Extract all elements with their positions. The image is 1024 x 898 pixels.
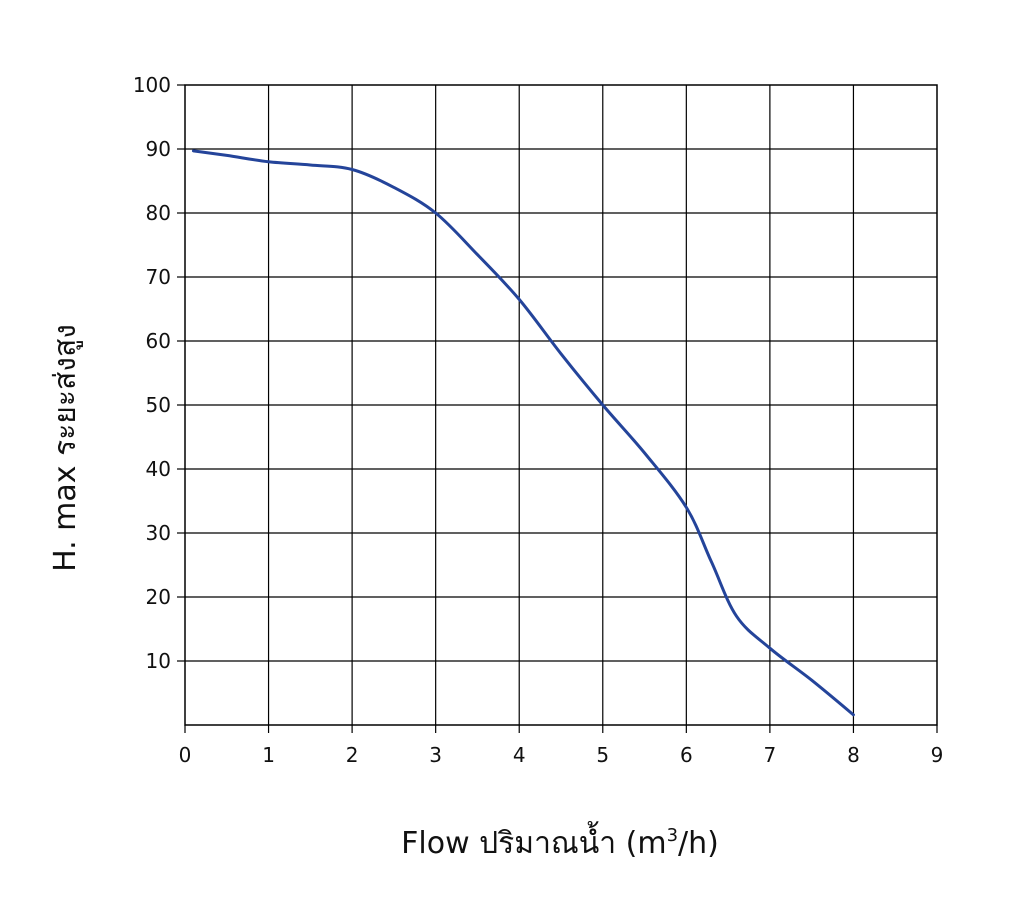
x-tick-label-8: 8 — [847, 743, 860, 767]
x-tick-label-7: 7 — [764, 743, 777, 767]
x-axis-title-main: Flow ปริมาณน้ำ (m — [401, 821, 666, 861]
x-tick-label-6: 6 — [680, 743, 693, 767]
x-tick-label-1: 1 — [262, 743, 275, 767]
x-axis-ticks: 0 1 2 3 4 5 6 7 8 9 — [179, 725, 944, 767]
x-tick-label-9: 9 — [931, 743, 944, 767]
x-axis-title: Flow ปริมาณน้ำ (m3/h) — [401, 821, 719, 861]
y-tick-label-100: 100 — [133, 73, 171, 97]
series-line — [191, 149, 855, 717]
y-tick-label-90: 90 — [146, 137, 171, 161]
y-tick-label-40: 40 — [146, 457, 171, 481]
x-tick-label-2: 2 — [346, 743, 359, 767]
y-axis-title: H. max ระยะส่งสูง — [48, 324, 83, 572]
x-axis-title-superscript: 3 — [667, 825, 678, 846]
y-axis-ticks: 10 20 30 40 50 60 70 80 90 100 — [133, 73, 185, 673]
y-tick-label-50: 50 — [146, 393, 171, 417]
x-tick-label-0: 0 — [179, 743, 192, 767]
y-tick-label-20: 20 — [146, 585, 171, 609]
x-tick-label-3: 3 — [429, 743, 442, 767]
y-tick-label-30: 30 — [146, 521, 171, 545]
x-tick-label-4: 4 — [513, 743, 526, 767]
x-tick-label-5: 5 — [596, 743, 609, 767]
x-axis-title-tail: /h) — [678, 826, 719, 861]
y-tick-label-10: 10 — [146, 649, 171, 673]
y-tick-label-70: 70 — [146, 265, 171, 289]
y-tick-label-60: 60 — [146, 329, 171, 353]
grid — [185, 85, 937, 725]
y-tick-label-80: 80 — [146, 201, 171, 225]
